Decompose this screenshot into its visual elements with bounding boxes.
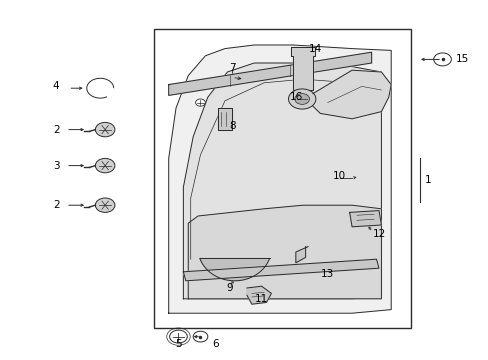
Polygon shape bbox=[312, 70, 390, 119]
Polygon shape bbox=[246, 286, 271, 304]
Polygon shape bbox=[188, 205, 381, 299]
Text: 5: 5 bbox=[175, 339, 182, 349]
Polygon shape bbox=[349, 211, 381, 227]
Circle shape bbox=[433, 53, 450, 66]
Bar bbox=[154, 29, 410, 328]
Text: 4: 4 bbox=[53, 81, 60, 91]
Text: 15: 15 bbox=[454, 54, 468, 64]
Polygon shape bbox=[183, 259, 378, 281]
Text: 3: 3 bbox=[53, 161, 60, 171]
Circle shape bbox=[288, 89, 315, 109]
Text: 6: 6 bbox=[211, 339, 218, 349]
Circle shape bbox=[95, 158, 115, 173]
Circle shape bbox=[169, 330, 187, 343]
Text: 16: 16 bbox=[289, 92, 303, 102]
Text: 10: 10 bbox=[333, 171, 346, 181]
Polygon shape bbox=[168, 52, 371, 95]
Polygon shape bbox=[217, 108, 232, 130]
Text: 2: 2 bbox=[53, 125, 60, 135]
Text: 9: 9 bbox=[226, 283, 233, 293]
Text: 2: 2 bbox=[53, 200, 60, 210]
Text: 11: 11 bbox=[254, 294, 268, 304]
Circle shape bbox=[193, 331, 207, 342]
Circle shape bbox=[195, 99, 205, 106]
Circle shape bbox=[294, 94, 309, 104]
Text: 14: 14 bbox=[308, 44, 322, 54]
Circle shape bbox=[95, 122, 115, 137]
Polygon shape bbox=[183, 63, 381, 299]
Polygon shape bbox=[168, 45, 390, 313]
Text: 13: 13 bbox=[320, 269, 334, 279]
Text: 12: 12 bbox=[371, 229, 385, 239]
Polygon shape bbox=[295, 247, 307, 263]
Polygon shape bbox=[290, 47, 315, 90]
Text: 7: 7 bbox=[228, 63, 235, 73]
Polygon shape bbox=[200, 258, 269, 281]
Circle shape bbox=[95, 198, 115, 212]
Text: 8: 8 bbox=[228, 121, 235, 131]
Text: 1: 1 bbox=[424, 175, 430, 185]
